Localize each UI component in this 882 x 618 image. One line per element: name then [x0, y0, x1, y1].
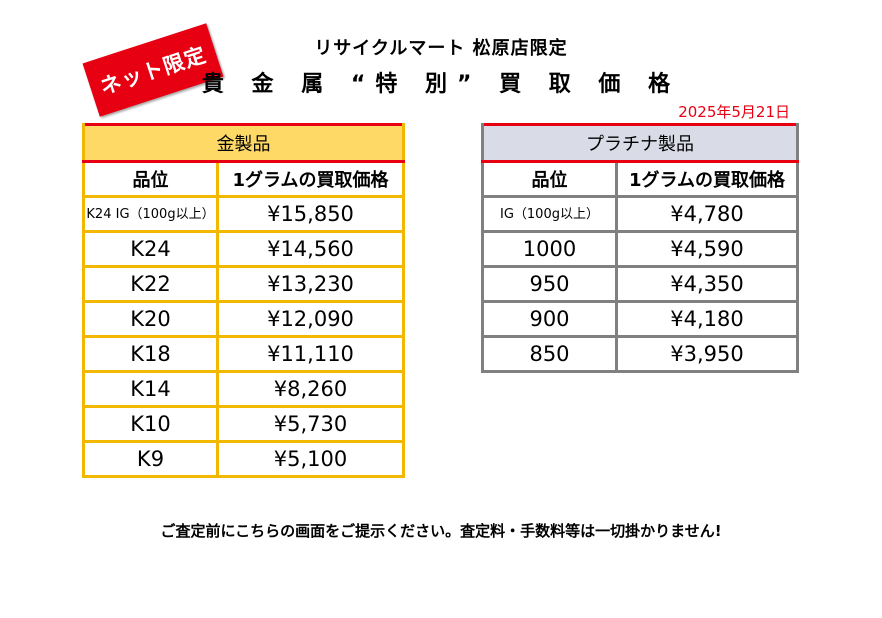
- gold-price-cell: ¥12,090: [216, 300, 405, 338]
- platinum-price-table: プラチナ製品 品位 1グラムの買取価格 IG（100g以上） ¥4,780 10…: [481, 123, 799, 373]
- page-title: 貴 金 属 “特 別” 買 取 価 格: [201, 72, 681, 97]
- gold-price-cell: ¥5,730: [216, 405, 405, 443]
- gold-grade-cell: K14: [82, 370, 219, 408]
- platinum-price-cell: ¥4,350: [615, 265, 799, 303]
- table-row: K10 ¥5,730: [82, 405, 405, 443]
- table-row: 850 ¥3,950: [481, 335, 799, 373]
- table-row: K24 ¥14,560: [82, 230, 405, 268]
- gold-price-cell: ¥11,110: [216, 335, 405, 373]
- gold-grade-header: 品位: [82, 160, 219, 198]
- platinum-grade-header: 品位: [481, 160, 618, 198]
- platinum-price-cell: ¥3,950: [615, 335, 799, 373]
- platinum-grade-cell: 850: [481, 335, 618, 373]
- gold-table-heading: 金製品: [82, 124, 405, 163]
- platinum-grade-cell: 1000: [481, 230, 618, 268]
- store-name: リサイクルマート 松原店限定: [314, 38, 568, 59]
- table-row: K14 ¥8,260: [82, 370, 405, 408]
- platinum-grade-cell: 900: [481, 300, 618, 338]
- gold-grade-cell: K24: [82, 230, 219, 268]
- gold-grade-cell: K22: [82, 265, 219, 303]
- table-row: K20 ¥12,090: [82, 300, 405, 338]
- table-row: 900 ¥4,180: [481, 300, 799, 338]
- gold-grade-cell: K24 IG（100g以上）: [82, 195, 219, 233]
- platinum-price-cell: ¥4,780: [615, 195, 799, 233]
- gold-price-cell: ¥8,260: [216, 370, 405, 408]
- table-row: 950 ¥4,350: [481, 265, 799, 303]
- gold-price-header: 1グラムの買取価格: [216, 160, 405, 198]
- table-row: IG（100g以上） ¥4,780: [481, 195, 799, 233]
- gold-price-table: 金製品 品位 1グラムの買取価格 K24 IG（100g以上） ¥15,850 …: [82, 123, 405, 478]
- platinum-price-cell: ¥4,590: [615, 230, 799, 268]
- gold-grade-cell: K20: [82, 300, 219, 338]
- platinum-grade-cell: 950: [481, 265, 618, 303]
- gold-price-cell: ¥13,230: [216, 265, 405, 303]
- platinum-price-header: 1グラムの買取価格: [615, 160, 799, 198]
- platinum-grade-cell: IG（100g以上）: [481, 195, 618, 233]
- footer-notice: ご査定前にこちらの画面をご提示ください。査定料・手数料等は一切掛かりません!: [160, 522, 722, 540]
- platinum-price-cell: ¥4,180: [615, 300, 799, 338]
- gold-price-cell: ¥14,560: [216, 230, 405, 268]
- gold-price-cell: ¥5,100: [216, 440, 405, 478]
- gold-price-cell: ¥15,850: [216, 195, 405, 233]
- price-date: 2025年5月21日: [678, 103, 790, 121]
- table-row: K9 ¥5,100: [82, 440, 405, 478]
- table-row: 1000 ¥4,590: [481, 230, 799, 268]
- platinum-table-heading: プラチナ製品: [481, 124, 799, 163]
- gold-grade-cell: K10: [82, 405, 219, 443]
- table-row: K18 ¥11,110: [82, 335, 405, 373]
- gold-grade-cell: K9: [82, 440, 219, 478]
- table-row: K24 IG（100g以上） ¥15,850: [82, 195, 405, 233]
- table-row: K22 ¥13,230: [82, 265, 405, 303]
- gold-grade-cell: K18: [82, 335, 219, 373]
